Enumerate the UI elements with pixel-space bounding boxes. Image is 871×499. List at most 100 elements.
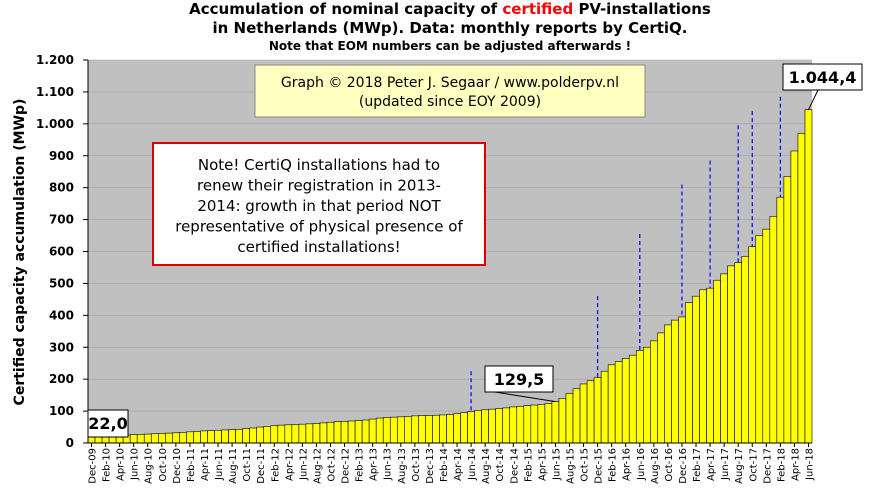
bar	[755, 235, 764, 444]
x-tick-label: Dec-09	[88, 448, 99, 484]
x-tick-label: Jun-13	[383, 448, 394, 481]
value-label: 22,0	[88, 414, 127, 433]
value-label: 129,5	[494, 370, 545, 389]
title-part: Accumulation of nominal capacity of	[189, 0, 502, 18]
x-tick-label: Apr-17	[706, 448, 717, 481]
x-tick-label: Apr-13	[369, 448, 380, 481]
copyright-text: Graph © 2018 Peter J. Segaar / www.polde…	[281, 75, 619, 91]
bar	[621, 358, 630, 444]
bar	[671, 319, 679, 444]
title-part: certified	[502, 0, 573, 18]
y-tick-label: 400	[49, 308, 74, 322]
x-tick-label: Dec-13	[425, 448, 436, 484]
x-tick-label: Jun-14	[467, 448, 478, 481]
bar	[720, 273, 728, 444]
x-tick-label: Jun-16	[636, 448, 647, 481]
bar	[551, 401, 560, 444]
bar	[165, 432, 173, 444]
bar	[200, 430, 208, 444]
y-tick-label: 100	[49, 404, 74, 418]
copyright-text: (updated since EOY 2009)	[359, 94, 541, 110]
y-tick-label: 0	[66, 436, 74, 450]
bar	[460, 412, 468, 444]
bar	[319, 422, 328, 444]
bar	[340, 420, 349, 444]
y-tick-label: 1.000	[36, 117, 74, 131]
bar	[291, 424, 300, 444]
bar	[537, 404, 546, 444]
bar	[748, 246, 757, 444]
bar	[312, 423, 321, 444]
bar	[628, 354, 637, 444]
bar	[713, 279, 721, 444]
bar	[495, 408, 504, 444]
x-tick-label: Aug-12	[312, 448, 323, 484]
bar	[530, 404, 539, 444]
bar	[418, 415, 426, 444]
note-box	[152, 142, 486, 266]
x-tick-label: Dec-16	[678, 448, 689, 484]
bar	[256, 426, 265, 444]
bar	[614, 361, 623, 444]
bar	[804, 109, 813, 444]
x-tick-label: Feb-12	[270, 448, 281, 482]
bar	[692, 295, 700, 444]
x-tick-label: Feb-10	[102, 448, 113, 482]
x-tick-label: Jun-12	[298, 448, 309, 481]
bar	[150, 433, 159, 444]
x-tick-label: Jun-17	[720, 448, 731, 481]
x-tick-label: Apr-18	[790, 448, 801, 481]
x-tick-label: Aug-14	[481, 448, 492, 484]
x-tick-label: Apr-15	[537, 448, 548, 481]
bar	[432, 414, 440, 444]
bar	[664, 324, 672, 444]
bar	[650, 340, 658, 444]
bar	[481, 409, 489, 444]
bar	[136, 434, 145, 444]
value-label-box	[484, 365, 554, 393]
bar	[375, 417, 384, 444]
copyright-box	[254, 64, 646, 118]
bar	[326, 421, 335, 444]
bar	[783, 176, 792, 444]
y-axis-label: Certified capacity accumulation (MWp)	[12, 99, 28, 406]
x-tick-label: Feb-13	[355, 448, 366, 482]
x-tick-label: Apr-12	[284, 448, 295, 481]
bar	[699, 289, 707, 444]
y-tick-label: 900	[49, 149, 74, 163]
x-tick-label: Aug-15	[565, 448, 576, 484]
x-tick-label: Aug-11	[228, 448, 239, 484]
bar	[762, 228, 771, 444]
bar	[502, 407, 511, 444]
bar	[643, 346, 651, 444]
bar	[228, 429, 236, 444]
bar	[488, 408, 496, 444]
x-tick-label: Dec-14	[509, 448, 520, 484]
y-tick-label: 700	[49, 213, 74, 227]
bar	[389, 416, 398, 444]
bar	[193, 431, 201, 444]
y-tick-label: 800	[49, 181, 74, 195]
x-tick-label: Jun-15	[551, 448, 562, 481]
bar	[776, 196, 785, 444]
bar	[143, 433, 152, 444]
bar	[741, 255, 750, 444]
x-tick-label: Oct-15	[580, 448, 591, 482]
bar	[298, 423, 307, 444]
x-tick-label: Apr-10	[116, 448, 127, 481]
bar	[727, 265, 735, 444]
y-tick-label: 1.200	[36, 53, 74, 67]
value-label: 1.044,4	[789, 68, 857, 87]
note-text: 2014: growth in that period NOT	[197, 197, 441, 215]
bar	[263, 426, 272, 444]
bar	[446, 414, 454, 444]
bar	[242, 428, 250, 444]
bar	[411, 415, 419, 444]
bar	[284, 424, 293, 444]
bar	[361, 419, 370, 444]
y-tick-label: 600	[49, 245, 74, 259]
bar	[249, 427, 257, 444]
bar	[404, 416, 412, 444]
y-tick-label: 1.100	[36, 85, 74, 99]
